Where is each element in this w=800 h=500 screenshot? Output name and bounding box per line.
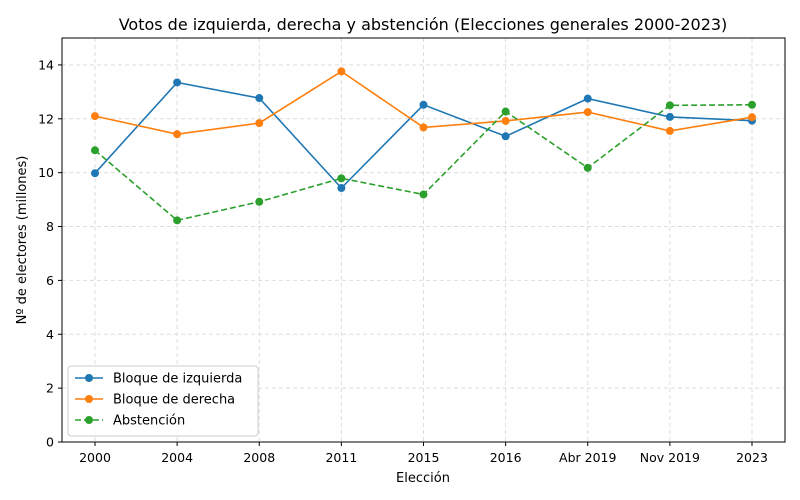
x-tick-label: Abr 2019 (559, 450, 616, 465)
y-tick-label: 0 (46, 435, 54, 450)
y-tick-label: 4 (46, 327, 54, 342)
legend-label-1: Bloque de izquierda (113, 372, 242, 387)
series-2-point (748, 113, 756, 122)
series-2-point (337, 67, 346, 76)
series-1-point (91, 169, 99, 178)
x-tick-label: 2004 (161, 450, 193, 465)
series-1-point (665, 112, 674, 121)
legend-label-2: Bloque de derecha (113, 393, 235, 408)
y-tick-label: 12 (38, 111, 54, 126)
y-tick-label: 8 (46, 219, 54, 234)
x-tick-label: 2000 (79, 450, 111, 465)
legend-label-3: Abstención (113, 414, 185, 429)
x-axis-label: Elección (396, 471, 450, 486)
y-tick-label: 2 (46, 381, 54, 396)
series-3-point (419, 190, 428, 199)
series-1-point (337, 184, 346, 193)
series-3-point (501, 107, 510, 116)
series-2-point (665, 126, 674, 135)
y-axis-label: Nº de electores (millones) (15, 156, 30, 325)
x-tick-label: 2015 (408, 450, 440, 465)
x-tick-label: 2016 (490, 450, 522, 465)
series-3-point (665, 101, 674, 110)
x-tick-label: 2011 (325, 450, 357, 465)
x-tick-label: 2023 (736, 450, 768, 465)
x-tick-label: 2008 (243, 450, 275, 465)
series-1-point (255, 94, 264, 103)
y-tick-label: 10 (38, 165, 54, 180)
series-3-point (337, 174, 346, 183)
chart-title: Votos de izquierda, derecha y abstención… (119, 15, 728, 34)
series-2-point (255, 119, 264, 128)
series-2-point (501, 116, 510, 125)
series-3-point (91, 146, 99, 155)
series-2-point (173, 130, 182, 139)
series-layer (91, 67, 756, 225)
series-2-point (583, 108, 592, 117)
y-tick-label: 6 (46, 273, 54, 288)
series-1-point (583, 94, 592, 103)
legend-marker-2 (85, 395, 93, 403)
y-tick-label: 14 (38, 57, 54, 72)
legend: Bloque de izquierda Bloque de derecha Abst… (67, 365, 259, 437)
series-1-point (419, 100, 428, 109)
legend-marker-1 (85, 374, 93, 382)
series-3-point (255, 197, 264, 206)
series-3-point (748, 100, 756, 109)
axes: 2000 2004 2008 2011 2015 2016 Abr 2019 Nov 2019… (38, 57, 768, 465)
legend-marker-3 (85, 416, 93, 424)
series-2-point (419, 123, 428, 132)
series-3-point (173, 216, 182, 225)
legend-box (67, 365, 259, 437)
series-3-point (583, 163, 592, 172)
x-tick-label: Nov 2019 (640, 450, 700, 465)
series-1-point (501, 132, 510, 141)
series-2-point (91, 112, 99, 121)
series-1-point (173, 78, 182, 87)
